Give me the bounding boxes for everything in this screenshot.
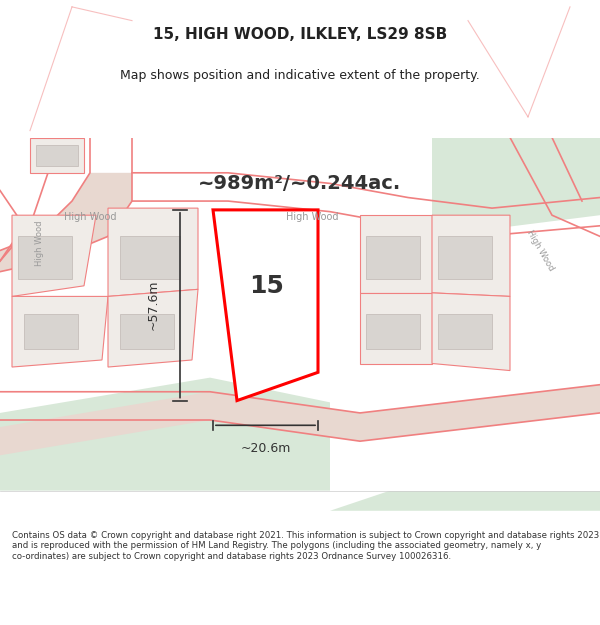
Text: 15, HIGH WOOD, ILKLEY, LS29 8SB: 15, HIGH WOOD, ILKLEY, LS29 8SB	[153, 27, 447, 42]
Bar	[366, 314, 420, 349]
Text: High Wood: High Wood	[35, 221, 44, 266]
Bar	[24, 314, 78, 349]
Text: ~20.6m: ~20.6m	[241, 442, 290, 455]
Polygon shape	[432, 215, 510, 296]
Text: High Wood: High Wood	[64, 212, 116, 222]
Bar	[18, 236, 72, 279]
Bar	[438, 236, 492, 279]
Bar	[120, 236, 180, 279]
Text: Map shows position and indicative extent of the property.: Map shows position and indicative extent…	[120, 69, 480, 82]
Text: High Wood: High Wood	[525, 229, 555, 272]
Text: ~989m²/~0.244ac.: ~989m²/~0.244ac.	[199, 174, 401, 193]
Bar	[120, 314, 174, 349]
Polygon shape	[30, 138, 84, 173]
Polygon shape	[360, 215, 432, 293]
Bar	[36, 144, 78, 166]
Polygon shape	[0, 384, 600, 455]
Polygon shape	[12, 296, 108, 367]
Text: ~57.6m: ~57.6m	[146, 280, 160, 331]
Polygon shape	[432, 138, 600, 236]
Polygon shape	[330, 491, 600, 511]
Polygon shape	[360, 293, 432, 364]
Text: High Wood: High Wood	[286, 212, 338, 222]
Polygon shape	[0, 378, 330, 491]
Text: 15: 15	[250, 274, 284, 298]
Text: Contains OS data © Crown copyright and database right 2021. This information is : Contains OS data © Crown copyright and d…	[12, 531, 599, 561]
Bar	[438, 314, 492, 349]
Polygon shape	[213, 210, 318, 401]
Polygon shape	[108, 208, 198, 296]
Polygon shape	[0, 173, 132, 272]
Bar	[366, 236, 420, 279]
Polygon shape	[432, 293, 510, 371]
Polygon shape	[12, 215, 96, 296]
Polygon shape	[108, 289, 198, 367]
